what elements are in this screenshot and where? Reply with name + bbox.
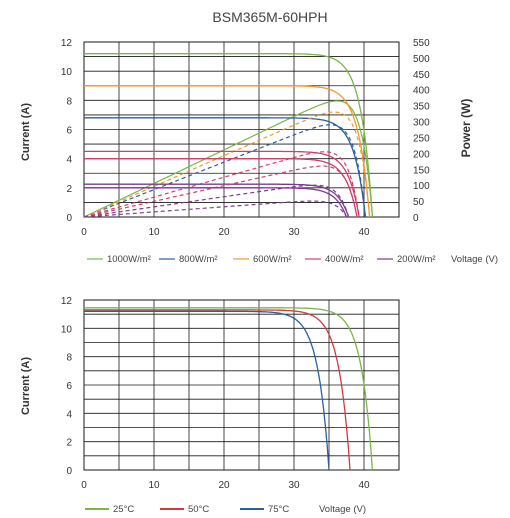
chart0-iv-curve: [84, 158, 358, 218]
chart1-y-tick-label: 4: [66, 409, 72, 420]
chart0-y2-tick-label: 0: [413, 213, 419, 224]
chart0-plot-frame: [83, 41, 400, 218]
bottom-y-axis-label: Current (A): [20, 357, 32, 415]
chart0-legend-label: 400W/m²: [325, 254, 364, 265]
chart1-y-tick-label: 2: [66, 438, 72, 449]
chart0-power-curve: [83, 111, 371, 218]
bottom-x-axis-label: Voltage (V): [319, 504, 366, 515]
chart1-y-tick-label: 0: [66, 466, 72, 477]
chart-marks: 0 10 20 30 400246810120501001502002503003504…: [61, 38, 436, 515]
chart0-y2-tick-label: 500: [413, 54, 430, 65]
chart0-iv-curve: [84, 187, 348, 218]
chart0-y2-tick-label: 300: [413, 118, 430, 129]
chart0-power-curve: [83, 184, 350, 218]
chart0-y-tick-label: 0: [66, 213, 72, 224]
chart1-iv-curve: [84, 310, 330, 471]
chart0-x-tick-label: 20: [218, 227, 230, 238]
chart1-y-tick-label: 12: [61, 296, 73, 307]
chart0-y2-tick-label: 250: [413, 133, 430, 144]
chart0-y-tick-label: 4: [66, 155, 72, 166]
chart0-y-tick-label: 10: [61, 67, 73, 78]
top-y2-axis-label: Power (W): [459, 99, 473, 158]
chart0-y2-tick-label: 450: [413, 70, 430, 81]
chart1-legend-label: 25°C: [113, 504, 134, 515]
top-x-axis-label: Voltage (V): [451, 254, 498, 265]
chart1-x-tick-label: 10: [148, 480, 160, 491]
chart1-iv-curve: [84, 307, 374, 471]
top-y-axis-label: Current (A): [20, 103, 32, 161]
chart1-iv-curve: [84, 309, 351, 471]
chart0-iv-curve: [84, 117, 367, 218]
chart1-y-tick-label: 10: [61, 324, 73, 335]
chart0-x-tick-label: 0: [81, 227, 87, 238]
chart0-power-curve: [83, 200, 348, 218]
chart0-iv-curve: [84, 183, 350, 218]
chart0-legend-label: 800W/m²: [179, 254, 218, 265]
chart0-x-tick-label: 10: [148, 227, 160, 238]
chart0-y2-tick-label: 350: [413, 102, 430, 113]
chart1-x-tick-label: 30: [288, 480, 300, 491]
chart1-y-tick-label: 8: [66, 353, 72, 364]
chart0-power-curve: [83, 100, 373, 218]
chart0-y-tick-label: 6: [66, 126, 72, 137]
chart0-power-curve: [83, 151, 360, 218]
chart1-y-tick-label: 6: [66, 381, 72, 392]
chart0-y2-tick-label: 50: [413, 197, 425, 208]
chart0-y2-tick-label: 100: [413, 181, 430, 192]
chart0-iv-curve: [84, 85, 371, 218]
chart1-x-tick-label: 40: [358, 480, 370, 491]
chart1-plot-frame: [83, 299, 400, 471]
chart1-x-tick-label: 20: [218, 480, 230, 491]
chart-title: BSM365M-60HPH: [212, 9, 327, 25]
chart1-x-tick-label: 0: [81, 480, 87, 491]
chart0-legend-label: 1000W/m²: [107, 254, 151, 265]
chart0-y-tick-label: 8: [66, 96, 72, 107]
chart0-power-curve: [83, 124, 366, 218]
chart0-y-tick-label: 12: [61, 38, 73, 49]
chart0-y2-tick-label: 550: [413, 38, 430, 49]
chart0-y2-tick-label: 400: [413, 86, 430, 97]
chart0-x-tick-label: 40: [358, 227, 370, 238]
chart0-y-tick-label: 2: [66, 184, 72, 195]
chart0-legend-label: 200W/m²: [397, 254, 436, 265]
chart0-y2-tick-label: 150: [413, 165, 430, 176]
chart1-legend-label: 50°C: [188, 504, 209, 515]
chart0-legend-label: 600W/m²: [253, 254, 292, 265]
chart0-y2-tick-label: 200: [413, 149, 430, 160]
chart0-x-tick-label: 30: [288, 227, 300, 238]
chart1-legend-label: 75°C: [268, 504, 289, 515]
chart0-power-curve: [83, 165, 358, 218]
chart0-iv-curve: [84, 53, 374, 218]
